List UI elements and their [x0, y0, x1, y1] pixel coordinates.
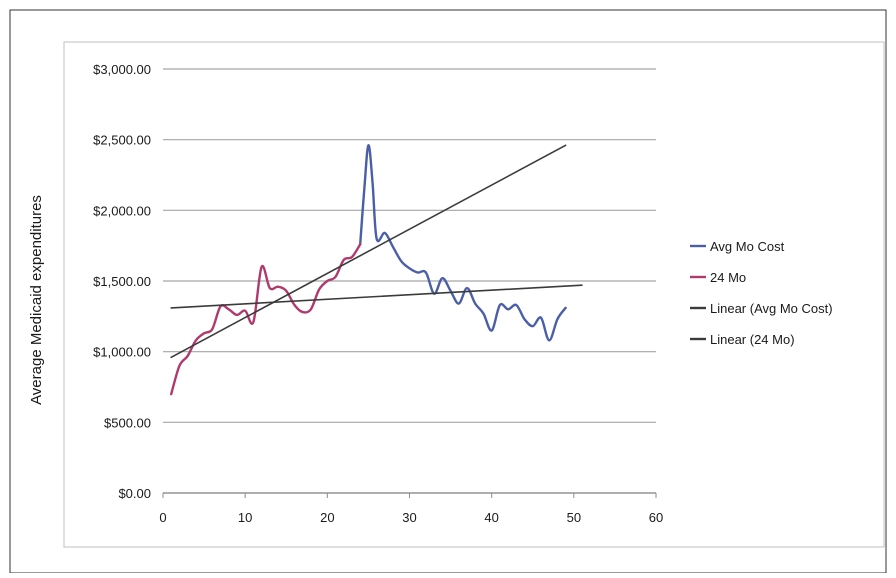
x-tick-label: 30 — [402, 510, 416, 525]
x-tick-label: 0 — [159, 510, 166, 525]
y-tick-label: $500.00 — [104, 415, 151, 430]
series-lines — [170, 144, 583, 396]
x-tick-label: 50 — [567, 510, 581, 525]
legend-item-24-mo: 24 Mo — [710, 270, 746, 285]
x-tick-label: 20 — [320, 510, 334, 525]
y-axis-title: Average Medicaid expenditures — [28, 195, 45, 405]
legend-item-linear-avg-mo-cost: Linear (Avg Mo Cost) — [710, 301, 833, 316]
outer-border — [9, 9, 887, 574]
axes: $0.00 $500.00 $1,000.00 $1,500.00 $2,000.00 $… — [93, 62, 663, 525]
legend-item-avg-mo-cost: Avg Mo Cost — [710, 239, 785, 254]
x-tick-label: 40 — [484, 510, 498, 525]
chart-area-border — [63, 41, 885, 548]
legend: Avg Mo Cost 24 Mo Linear (Avg Mo Cost) Line… — [690, 239, 833, 347]
y-tick-label: $1,500.00 — [93, 274, 151, 289]
series-line-avg-mo-cost — [359, 144, 567, 342]
y-tick-label: $0.00 — [118, 486, 151, 501]
y-tick-label: $2,000.00 — [93, 203, 151, 218]
y-tick-label: $3,000.00 — [93, 62, 151, 77]
x-tick-label: 60 — [649, 510, 663, 525]
legend-item-linear-24-mo: Linear (24 Mo) — [710, 332, 795, 347]
y-tick-label: $1,000.00 — [93, 345, 151, 360]
y-tick-label: $2,500.00 — [93, 133, 151, 148]
trendline-avg-mo-cost — [170, 144, 567, 359]
trendline-24-mo — [170, 284, 583, 309]
series-line-24-mo — [170, 243, 362, 396]
x-tick-label: 10 — [238, 510, 252, 525]
